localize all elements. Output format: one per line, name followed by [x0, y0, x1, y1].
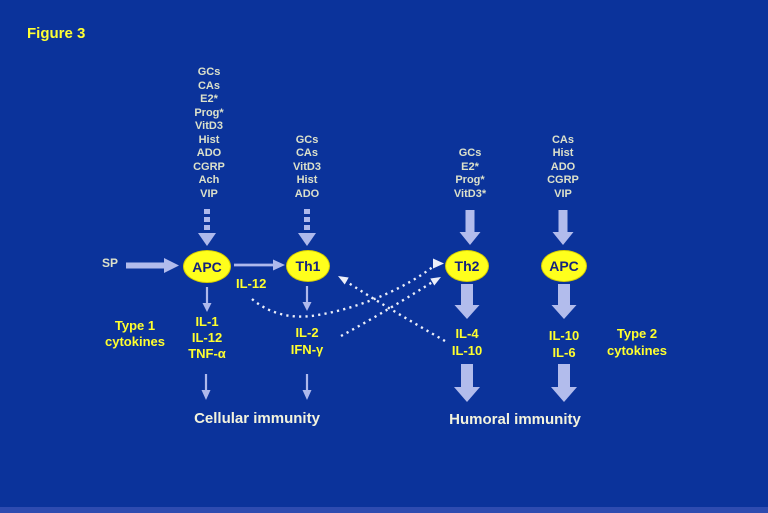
figure-label: Figure 3 — [27, 25, 86, 42]
apc-left-node: APC — [183, 250, 231, 283]
modulator-item: E2* — [461, 161, 479, 173]
humoral-immunity-label: Humoral immunity — [449, 411, 581, 428]
th1-down-arrow — [302, 286, 312, 311]
dotted-arrowhead-th2-lower — [430, 277, 441, 286]
dotted-paths — [251, 265, 446, 343]
dotted-arrowhead-th2-upper — [433, 258, 444, 269]
il12-to-th2-dotted-path — [251, 265, 435, 318]
th2-cytokines-to-humoral-arrow — [454, 364, 480, 402]
type1-cytokines-label: Type 1 — [114, 318, 156, 333]
modulator-item: VIP — [200, 188, 218, 200]
th1-node: Th1 — [286, 250, 330, 282]
type1-cytokines-label: cytokines — [105, 334, 165, 349]
modulator-arrow-th2 — [459, 210, 481, 245]
type2-cytokines-label: Type 2 — [616, 326, 658, 341]
apc-right-node: APC — [541, 250, 587, 282]
th2-node: Th2 — [445, 250, 489, 282]
modulator-item: GCs — [295, 134, 319, 146]
modulator-item: VitD3 — [195, 120, 223, 132]
il12-arrow-label: IL-12 — [236, 276, 267, 291]
cellular-immunity-label: Cellular immunity — [194, 410, 320, 427]
modulator-item: VitD3* — [453, 188, 487, 200]
slide-bottom-edge — [0, 507, 768, 513]
modulator-item: GCs — [197, 66, 221, 78]
cytokine-item: IFN-γ — [290, 342, 324, 357]
th1-cytokines-to-cellular-arrow — [302, 374, 312, 400]
modulator-item: ADO — [294, 188, 320, 200]
cytokine-item: IL-1 — [195, 314, 219, 329]
sp-to-apc-arrow — [126, 258, 179, 273]
modulator-item: Prog* — [194, 107, 224, 119]
dashed-modulator-arrow-th1 — [298, 209, 316, 246]
modulator-item: CAs — [551, 134, 575, 146]
cytokine-item: TNF-α — [188, 346, 226, 361]
dotted-arrowhead-th1 — [338, 276, 349, 285]
sp-label: SP — [101, 256, 119, 270]
modulator-item: Hist — [198, 134, 220, 146]
cytokine-item: IL-6 — [552, 345, 576, 360]
modulator-item: ADO — [550, 161, 576, 173]
modulator-item: Hist — [296, 174, 318, 186]
modulator-item: GCs — [458, 147, 482, 159]
apc-to-th1-arrow — [234, 259, 285, 271]
modulator-item: CGRP — [193, 161, 225, 173]
modulator-item: Ach — [198, 174, 220, 186]
cytokine-item: IL-10 — [548, 328, 580, 343]
modulator-item: CAs — [197, 80, 221, 92]
modulator-item: CAs — [295, 147, 319, 159]
modulator-item: E2* — [200, 93, 218, 105]
dashed-modulator-arrow-apc-left — [198, 209, 216, 246]
modulator-arrow-apc-right — [552, 210, 574, 245]
th2-down-arrow — [454, 284, 480, 319]
modulator-item: ADO — [196, 147, 222, 159]
type2-cytokines-label: cytokines — [607, 343, 667, 358]
cytokine-item: IL-4 — [455, 326, 479, 341]
modulator-item: VitD3 — [293, 161, 321, 173]
apc-right-down-arrow — [551, 284, 577, 319]
th2-cytokines-to-th1-dotted-path — [343, 278, 446, 343]
cytokine-item: IL-12 — [191, 330, 223, 345]
modulator-item: VIP — [554, 188, 572, 200]
th1-cytokines-to-th2-dotted-path — [340, 279, 435, 338]
modulator-item: Hist — [552, 147, 574, 159]
modulator-item: CGRP — [547, 174, 579, 186]
apc-left-down-arrow — [202, 287, 212, 312]
modulator-item: Prog* — [455, 174, 485, 186]
type1-to-cellular-arrow — [201, 374, 211, 400]
cytokine-item: IL-10 — [451, 343, 483, 358]
apc-right-cytokines-to-humoral-arrow — [551, 364, 577, 402]
cytokine-item: IL-2 — [295, 325, 319, 340]
